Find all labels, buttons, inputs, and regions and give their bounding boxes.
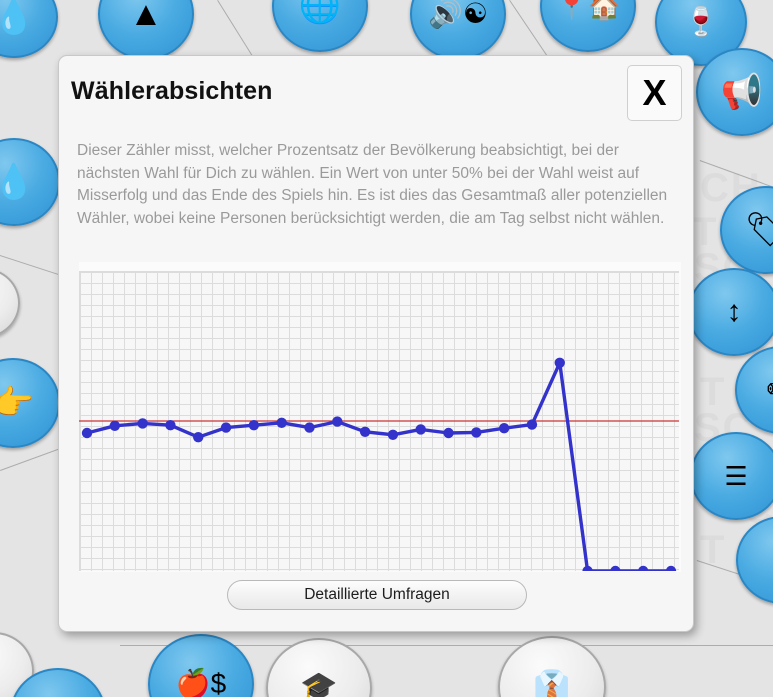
voting-intentions-dialog: Wählerabsichten X Dieser Zähler misst, w… (58, 55, 694, 632)
house-pin-icon: 📍🏠 (555, 0, 621, 21)
node-tag-lock[interactable]: 📢 (696, 48, 773, 136)
megaphone-icon: 📢 (720, 73, 764, 111)
close-button[interactable]: X (627, 65, 682, 121)
data-point (81, 427, 93, 439)
node-water-drop-left[interactable]: 💧 (0, 138, 60, 226)
data-point (276, 417, 287, 428)
apple-dollar-icon: 🍎$ (175, 668, 227, 697)
data-point (665, 565, 677, 571)
chart-plot (79, 357, 679, 571)
page-title: Wählerabsichten (71, 77, 273, 105)
stack-icon: ☰ (724, 461, 748, 491)
pen-icon: ✏ (767, 373, 773, 407)
graduation-cap-icon: 🎓 (300, 671, 338, 697)
data-point (443, 427, 454, 439)
series-points (81, 357, 677, 571)
node-up-down-arrows[interactable]: ↕ (688, 268, 773, 356)
node-mountain[interactable]: ▲ (98, 0, 194, 60)
node-globe[interactable]: 🌐 (272, 0, 368, 52)
description-text: Dieser Zähler misst, welcher Prozentsatz… (77, 142, 668, 227)
node-graduation-cap[interactable]: 🎓 (266, 638, 372, 697)
data-point (137, 418, 148, 429)
hand-point-icon: 👉 (0, 386, 34, 420)
water-drop-icon: 💧 (0, 165, 35, 199)
node-stack[interactable]: ☰ (690, 432, 773, 520)
wine-bottle-icon: 🍷 (683, 6, 719, 37)
data-point (498, 423, 510, 434)
tag-lock-icon: 🏷 (744, 213, 773, 247)
data-point (359, 426, 371, 437)
detailed-polls-button[interactable]: Detaillierte Umfragen (227, 580, 527, 610)
data-point (220, 422, 232, 433)
data-point (193, 432, 204, 443)
data-point (248, 420, 260, 431)
node-hand-point[interactable]: 👉 (0, 358, 60, 448)
node-water-drop[interactable]: 💧 (0, 0, 58, 58)
watermark-text: T (692, 210, 719, 254)
data-point (637, 565, 649, 571)
speaker-yinyang-icon: 🔊☯ (428, 0, 488, 29)
tie-icon: 👔 (533, 670, 571, 697)
watermark-text: T (700, 528, 727, 572)
data-point (304, 422, 315, 433)
poll-history-chart (79, 262, 681, 572)
data-point (109, 420, 121, 431)
up-down-arrows-icon: ↕ (726, 295, 742, 328)
node-house-pin[interactable]: 📍🏠 (540, 0, 636, 52)
data-point (471, 427, 482, 438)
data-point (415, 424, 426, 435)
watermark-text: T (700, 370, 727, 414)
node-speaker-yinyang[interactable]: 🔊☯ (410, 0, 506, 60)
node-right-lower[interactable] (736, 516, 773, 604)
data-point (165, 420, 176, 431)
globe-icon: 🌐 (298, 0, 342, 25)
data-point (387, 429, 399, 440)
node-empty-left[interactable] (0, 268, 20, 338)
water-drop-icon: 💧 (0, 0, 35, 34)
node-apple-dollar[interactable]: 🍎$ (148, 634, 254, 697)
mountain-icon: ▲ (129, 0, 163, 33)
connector-line (0, 446, 67, 471)
data-point (582, 565, 593, 571)
series-line (85, 361, 673, 571)
connector-line (120, 645, 773, 646)
data-point (526, 419, 538, 430)
data-point (332, 416, 343, 427)
data-point (554, 357, 565, 368)
data-point (610, 565, 621, 571)
